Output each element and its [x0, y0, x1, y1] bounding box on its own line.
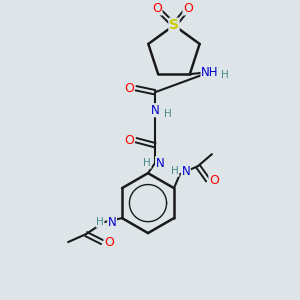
Text: H: H: [164, 109, 172, 119]
Text: O: O: [152, 2, 162, 15]
Text: S: S: [169, 18, 179, 32]
Text: H: H: [96, 217, 104, 227]
Text: O: O: [104, 236, 114, 249]
Text: N: N: [151, 104, 159, 117]
Text: O: O: [124, 134, 134, 147]
Text: N: N: [182, 165, 190, 178]
Text: N: N: [108, 216, 116, 229]
Text: H: H: [171, 166, 179, 176]
Text: O: O: [124, 82, 134, 95]
Text: H: H: [143, 158, 151, 168]
Text: N: N: [156, 157, 164, 170]
Text: H: H: [221, 70, 229, 80]
Text: NH: NH: [201, 66, 219, 79]
Text: O: O: [183, 2, 193, 15]
Text: O: O: [209, 174, 219, 187]
